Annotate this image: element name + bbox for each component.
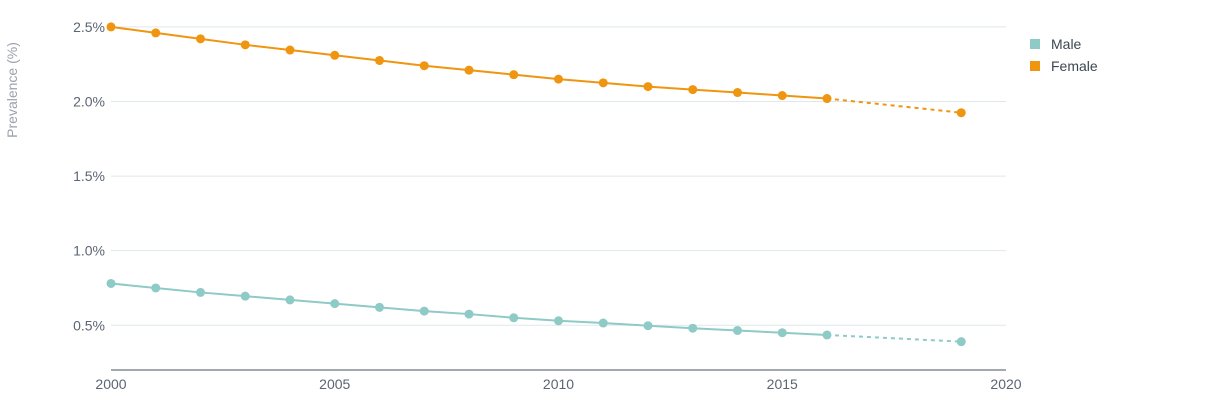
data-point-female[interactable] bbox=[151, 28, 161, 38]
data-point-male[interactable] bbox=[509, 313, 519, 323]
data-point-male[interactable] bbox=[822, 330, 832, 340]
data-point-male[interactable] bbox=[643, 321, 653, 331]
projected-point-male[interactable] bbox=[956, 337, 966, 347]
data-point-male[interactable] bbox=[688, 323, 698, 333]
data-point-male[interactable] bbox=[733, 325, 742, 335]
data-point-male[interactable] bbox=[196, 287, 205, 297]
projected-line-female bbox=[826, 97, 962, 114]
data-point-male[interactable] bbox=[330, 299, 340, 309]
data-point-female[interactable] bbox=[419, 61, 429, 71]
data-point-female[interactable] bbox=[375, 55, 384, 65]
data-point-female[interactable] bbox=[598, 78, 608, 88]
x-tick-label: 2020 bbox=[990, 376, 1021, 392]
x-tick-labels: 2000 2005 2010 2015 2020 bbox=[95, 376, 1021, 392]
y-tick-label: 0.5% bbox=[73, 317, 105, 333]
data-point-female[interactable] bbox=[688, 85, 698, 95]
series-group bbox=[106, 22, 966, 347]
y-tick-label: 2.5% bbox=[73, 19, 105, 35]
legend-swatch-female bbox=[1030, 61, 1040, 71]
data-point-male[interactable] bbox=[375, 302, 384, 312]
data-point-male[interactable] bbox=[106, 278, 116, 288]
data-point-male[interactable] bbox=[285, 295, 295, 305]
projected-line-male bbox=[826, 333, 962, 343]
legend-swatch-male bbox=[1030, 39, 1040, 49]
data-point-female[interactable] bbox=[285, 45, 295, 55]
legend-item-male[interactable]: Male bbox=[1030, 33, 1098, 55]
data-point-male[interactable] bbox=[464, 309, 474, 319]
data-point-female[interactable] bbox=[106, 22, 116, 32]
projected-point-female[interactable] bbox=[956, 108, 966, 118]
data-point-female[interactable] bbox=[464, 65, 474, 75]
legend-item-female[interactable]: Female bbox=[1030, 55, 1098, 77]
legend-label-male: Male bbox=[1051, 36, 1082, 52]
data-point-female[interactable] bbox=[643, 82, 653, 92]
y-tick-label: 1.0% bbox=[73, 243, 105, 259]
data-point-male[interactable] bbox=[419, 306, 429, 316]
x-tick-label: 2005 bbox=[319, 376, 350, 392]
legend: Male Female bbox=[1030, 33, 1098, 77]
data-point-female[interactable] bbox=[509, 70, 519, 80]
data-point-female[interactable] bbox=[554, 74, 563, 84]
series-line-female bbox=[110, 25, 828, 100]
x-tick-label: 2015 bbox=[767, 376, 798, 392]
legend-label-female: Female bbox=[1051, 58, 1098, 74]
data-point-male[interactable] bbox=[598, 318, 608, 328]
y-axis-label: Prevalence (%) bbox=[4, 42, 20, 138]
data-point-female[interactable] bbox=[777, 91, 787, 101]
y-tick-labels: 0.5% 1.0% 1.5% 2.0% 2.5% bbox=[73, 19, 105, 333]
data-point-female[interactable] bbox=[196, 34, 205, 44]
y-tick-label: 1.5% bbox=[73, 168, 105, 184]
data-point-male[interactable] bbox=[240, 291, 250, 301]
series-line-male bbox=[110, 282, 828, 336]
data-point-male[interactable] bbox=[777, 328, 787, 338]
x-tick-label: 2000 bbox=[95, 376, 126, 392]
data-point-female[interactable] bbox=[822, 94, 832, 104]
data-point-male[interactable] bbox=[151, 283, 161, 293]
data-point-female[interactable] bbox=[733, 88, 742, 98]
data-point-female[interactable] bbox=[240, 40, 250, 50]
y-tick-label: 2.0% bbox=[73, 94, 105, 110]
data-point-male[interactable] bbox=[554, 316, 563, 326]
gridlines bbox=[111, 26, 1006, 326]
x-tick-label: 2010 bbox=[543, 376, 574, 392]
data-point-female[interactable] bbox=[330, 50, 340, 60]
